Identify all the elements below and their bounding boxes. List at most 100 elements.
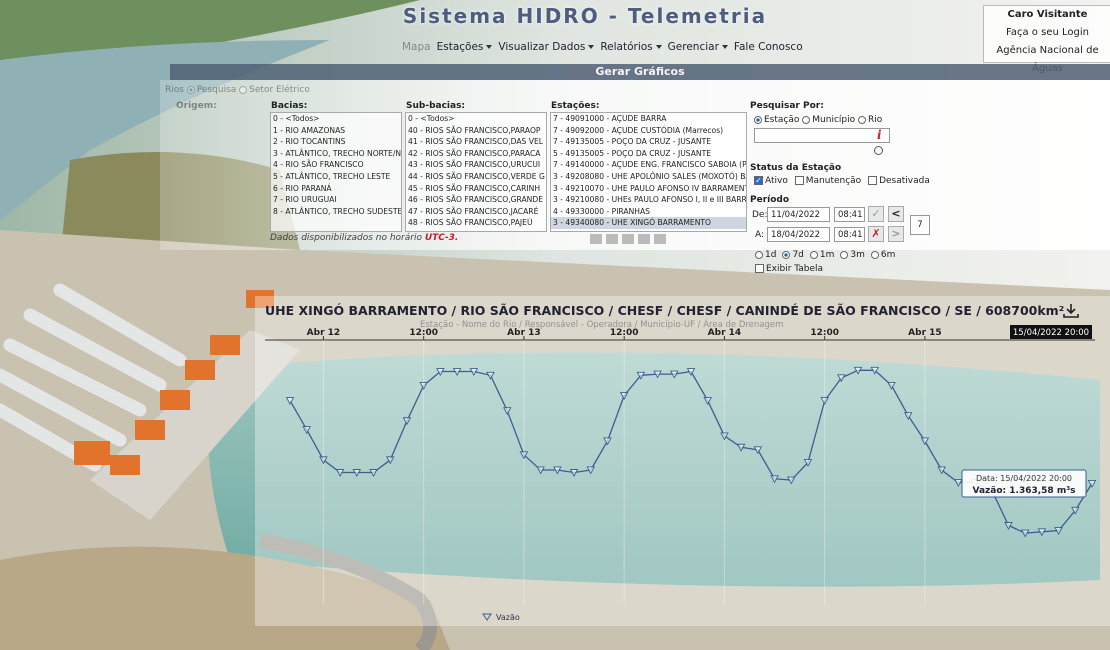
- list-option[interactable]: 5 - 49135005 - POÇO DA CRUZ - JUSANTE: [553, 148, 712, 158]
- list-option[interactable]: 7 - 49092000 - AÇUDE CUSTÓDIA (Marrecos): [553, 125, 724, 135]
- list-option[interactable]: 47 - RIOS SÃO FRANCISCO,JACARÉ: [408, 206, 539, 216]
- list-option[interactable]: 5 - ATLÂNTICO, TRECHO LESTE: [273, 171, 391, 181]
- list-option[interactable]: 7 - RIO URUGUAI: [273, 195, 337, 205]
- table-option-label[interactable]: Exibir Tabela: [766, 264, 824, 274]
- sub-bacias-list[interactable]: 0 - <Todos> 40 - RIOS SÃO FRANCISCO,PARAO…: [405, 112, 547, 232]
- list-option[interactable]: 6 - RIO PARANÁ: [273, 183, 332, 193]
- radio[interactable]: [802, 115, 811, 124]
- menu-item[interactable]: Gerenciar: [668, 39, 728, 55]
- radio[interactable]: [840, 250, 849, 259]
- search-option[interactable]: Município: [812, 115, 856, 125]
- checkbox[interactable]: ✓: [754, 176, 763, 185]
- range-option[interactable]: 1m: [819, 250, 835, 260]
- radio[interactable]: [754, 115, 762, 124]
- radio[interactable]: [870, 250, 879, 259]
- mode-option[interactable]: Setor Elétrico: [249, 85, 310, 95]
- list-option[interactable]: 42 - RIOS SÃO FRANCISCO,PARACA: [408, 148, 541, 158]
- clear-button[interactable]: ✗: [868, 226, 884, 242]
- list-option[interactable]: 8 - ATLÂNTICO, TRECHO SUDESTE: [273, 206, 402, 216]
- search-option[interactable]: Rio: [867, 115, 883, 125]
- status-option[interactable]: Manutenção: [805, 176, 862, 186]
- mode-option[interactable]: Rios: [165, 85, 184, 95]
- menu-item[interactable]: Relatórios: [600, 39, 661, 55]
- search-icon[interactable]: [874, 146, 883, 155]
- menu-item[interactable]: Estações: [437, 39, 493, 55]
- search-input[interactable]: [754, 128, 890, 143]
- list-option[interactable]: 3 - 49210070 - UHE PAULO AFONSO IV BARRA…: [553, 183, 747, 193]
- login-link[interactable]: Faça o seu Login: [1006, 27, 1089, 38]
- icon[interactable]: [622, 234, 634, 244]
- x-tick-label: 12:00: [610, 328, 639, 338]
- list-option[interactable]: 48 - RIOS SÃO FRANCISCO,PAJEÚ: [408, 218, 533, 228]
- list-option[interactable]: 7 - 49135005 - POÇO DA CRUZ - JUSANTE: [553, 137, 712, 147]
- point-marker: [753, 446, 763, 455]
- list-option[interactable]: 3 - 49208080 - UHE APOLÔNIO SALES (MOXOT…: [553, 171, 747, 181]
- search-option[interactable]: Estação: [764, 115, 800, 125]
- origin-label: Origem:: [176, 101, 217, 111]
- confirm-button[interactable]: ✓: [868, 206, 884, 222]
- list-option[interactable]: 7 - 49140000 - AÇUDE ENG. FRANCISCO SABO…: [553, 160, 747, 170]
- status-option[interactable]: Ativo: [765, 176, 788, 186]
- radio[interactable]: [782, 250, 791, 259]
- range-option[interactable]: 3m: [850, 250, 865, 260]
- from-time[interactable]: 08:41: [834, 207, 865, 222]
- icon[interactable]: [606, 234, 618, 244]
- list-option[interactable]: 46 - RIOS SÃO FRANCISCO,GRANDE: [408, 195, 544, 205]
- menu-item[interactable]: Visualizar Dados: [498, 39, 594, 55]
- list-option[interactable]: 41 - RIOS SÃO FRANCISCO,DAS VEL: [408, 137, 544, 147]
- range-option[interactable]: 1d: [765, 250, 777, 260]
- download-icon[interactable]: [1063, 304, 1079, 318]
- status-option[interactable]: Desativada: [879, 176, 930, 186]
- to-date[interactable]: 18/04/2022: [767, 227, 830, 242]
- icon[interactable]: [638, 234, 650, 244]
- radio[interactable]: [857, 115, 866, 124]
- to-time[interactable]: 08:41: [834, 227, 865, 242]
- radio[interactable]: [809, 250, 818, 259]
- list-option[interactable]: 3 - ATLÂNTICO, TRECHO NORTE/N: [273, 148, 402, 158]
- icon[interactable]: [654, 234, 666, 244]
- radio[interactable]: [239, 85, 248, 94]
- checkbox[interactable]: [794, 176, 804, 185]
- days-box[interactable]: 7: [910, 215, 930, 235]
- list-option[interactable]: 3 - 49210080 - UHEs PAULO AFONSO I, II e…: [553, 195, 747, 205]
- bacias-list[interactable]: 0 - <Todos> 1 - RIO AMAZONAS 2 - RIO TOCAN…: [270, 112, 402, 232]
- from-date[interactable]: 11/04/2022: [767, 207, 830, 222]
- list-option[interactable]: 0 - <Todos>: [408, 114, 455, 123]
- list-option[interactable]: 4 - 49330000 - PIRANHAS: [553, 206, 651, 216]
- export-icons: [590, 234, 666, 244]
- table-option: Exibir Tabela: [755, 264, 823, 274]
- point-marker: [670, 370, 679, 379]
- info-icon[interactable]: i: [877, 128, 882, 142]
- range-option[interactable]: 7d: [792, 250, 804, 260]
- forward-button[interactable]: >: [888, 226, 904, 242]
- list-option[interactable]: 0 - <Todos>: [273, 114, 320, 123]
- point-marker: [603, 437, 612, 446]
- bacias-label: Bacias:: [271, 101, 308, 111]
- point-marker: [703, 397, 712, 406]
- list-option[interactable]: 45 - RIOS SÃO FRANCISCO,CARINH: [408, 183, 541, 193]
- icon[interactable]: [590, 234, 602, 244]
- back-button[interactable]: <: [888, 206, 904, 222]
- list-option[interactable]: 43 - RIOS SÃO FRANCISCO,URUCUI: [408, 160, 541, 170]
- list-option[interactable]: 44 - RIOS SÃO FRANCISCO,VERDE G: [408, 171, 545, 181]
- point-marker: [720, 432, 729, 441]
- note-text: Dados disponibilizados no horário: [270, 233, 422, 243]
- list-option[interactable]: 2 - RIO TOCANTINS: [273, 137, 346, 147]
- list-option[interactable]: 40 - RIOS SÃO FRANCISCO,PARAOP: [408, 125, 541, 135]
- list-option[interactable]: 1 - RIO AMAZONAS: [273, 125, 346, 135]
- list-option[interactable]: 3 - 49340080 - UHE XINGÓ BARRAMENTO: [551, 217, 746, 229]
- point-marker: [553, 466, 562, 475]
- list-option[interactable]: 7 - 49091000 - AÇUDE BARRA: [553, 114, 667, 123]
- menu-item[interactable]: Fale Conosco: [733, 41, 803, 53]
- period-label: Período: [750, 195, 790, 205]
- list-option[interactable]: 4 - RIO SÃO FRANCISCO: [273, 160, 364, 170]
- radio[interactable]: [186, 85, 195, 94]
- crosshair-label: 15/04/2022 20:00: [1013, 328, 1089, 338]
- checkbox[interactable]: [868, 176, 878, 185]
- radio[interactable]: [755, 250, 763, 259]
- checkbox[interactable]: [755, 264, 764, 273]
- menu-item[interactable]: Mapa: [402, 41, 431, 53]
- range-option[interactable]: 6m: [880, 250, 896, 260]
- estacoes-list[interactable]: 7 - 49091000 - AÇUDE BARRA 7 - 49092000 -…: [550, 112, 747, 232]
- mode-option[interactable]: Pesquisa: [196, 85, 237, 95]
